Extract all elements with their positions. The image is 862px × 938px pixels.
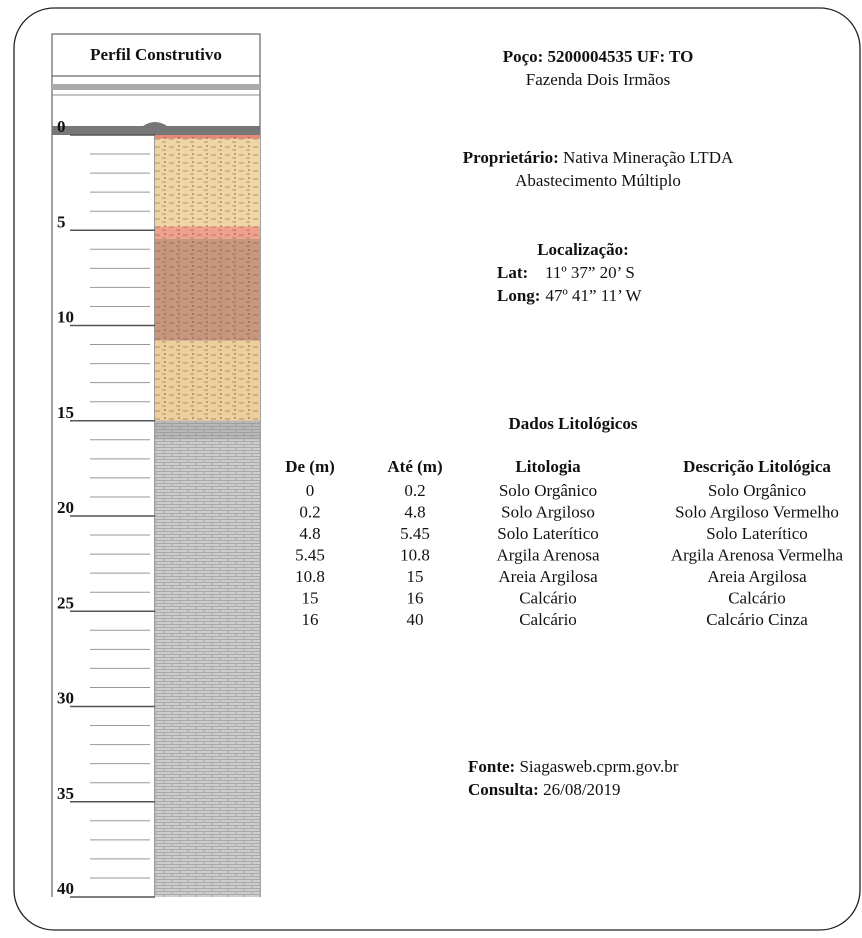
cell: 16: [302, 610, 319, 629]
lat: 11º 37” 20’ S: [545, 263, 635, 282]
info: Poço: 5200004535 UF: TO Fazenda Dois Irm…: [285, 47, 843, 799]
cell: Solo Orgânico: [499, 481, 597, 500]
cell: 10.8: [295, 567, 325, 586]
depth-label: 10: [57, 308, 74, 327]
source-label: Fonte:: [468, 757, 515, 776]
layer-texture: [155, 421, 260, 440]
owner-line: Proprietário: Nativa Mineração LTDA: [463, 148, 734, 167]
column-header: De (m): [285, 457, 335, 476]
source: Siagasweb.cprm.gov.br: [515, 757, 679, 776]
depth-label: 35: [57, 784, 74, 803]
cell: Solo Argiloso Vermelho: [675, 503, 839, 522]
date-label: Consulta:: [468, 780, 539, 799]
table-title: Dados Litológicos: [509, 414, 638, 433]
cell: 0.2: [404, 481, 425, 500]
cell: 5.45: [295, 546, 325, 565]
well-id: Poço: 5200004535 UF: TO: [503, 47, 694, 66]
cell: Argila Arenosa: [496, 546, 600, 565]
cell: Solo Argiloso: [501, 503, 595, 522]
cell: Solo Laterítico: [706, 524, 808, 543]
cell: 4.8: [404, 503, 425, 522]
column-header: Até (m): [387, 457, 442, 476]
layer-texture: [155, 135, 260, 139]
cell: 10.8: [400, 546, 430, 565]
cell: 15: [302, 589, 319, 608]
casing: [52, 84, 260, 90]
source-line: Fonte: Siagasweb.cprm.gov.br: [468, 757, 679, 776]
use: Abastecimento Múltiplo: [515, 171, 681, 190]
cell: Calcário: [519, 589, 577, 608]
cell: 16: [407, 589, 424, 608]
layer-texture: [155, 440, 260, 897]
depth-label: 20: [57, 498, 74, 517]
layer-texture: [155, 239, 260, 341]
cell: Solo Orgânico: [708, 481, 806, 500]
location-title: Localização:: [537, 240, 629, 259]
depth-label: 0: [57, 117, 66, 136]
long-label: Long:: [497, 286, 540, 305]
date: 26/08/2019: [539, 780, 621, 799]
depth-label: 40: [57, 879, 74, 898]
surface: [52, 126, 260, 135]
cell: Solo Laterítico: [497, 524, 599, 543]
cell: 0: [306, 481, 315, 500]
long: 47º 41” 11’ W: [545, 286, 642, 305]
page: Perfil Construtivo 0 5 10 15 20 25 30 35 40 Poço…: [0, 0, 862, 938]
cell: Calcário Cinza: [706, 610, 808, 629]
column-header: Descrição Litológica: [683, 457, 831, 476]
layer-texture: [155, 139, 260, 227]
lat-label: Lat:: [497, 263, 528, 282]
cell: 40: [407, 610, 424, 629]
cell: Areia Argilosa: [707, 567, 807, 586]
cell: Argila Arenosa Vermelha: [671, 546, 844, 565]
owner: Nativa Mineração LTDA: [559, 148, 734, 167]
depth-label: 25: [57, 593, 74, 612]
layer-texture: [155, 341, 260, 421]
cell: 0.2: [299, 503, 320, 522]
depth-label: 30: [57, 689, 74, 708]
cell: Calcário: [519, 610, 577, 629]
owner-label: Proprietário:: [463, 148, 559, 167]
cell: Calcário: [728, 589, 786, 608]
cell: Areia Argilosa: [498, 567, 598, 586]
farm: Fazenda Dois Irmãos: [526, 70, 670, 89]
depth-label: 15: [57, 403, 74, 422]
depth-label: 5: [57, 212, 66, 231]
date-line: Consulta: 26/08/2019: [468, 780, 621, 799]
profile: Perfil Construtivo 0 5 10 15 20 25 30 35 40: [52, 34, 260, 898]
lat-line: Lat: 11º 37” 20’ S: [497, 263, 635, 282]
cell: 15: [407, 567, 424, 586]
profile-title: Perfil Construtivo: [90, 45, 222, 64]
layer-texture: [155, 226, 260, 238]
cell: 4.8: [299, 524, 320, 543]
cap: [143, 122, 167, 126]
cell: 5.45: [400, 524, 430, 543]
long-line: Long: 47º 41” 11’ W: [497, 286, 642, 305]
column-header: Litologia: [515, 457, 581, 476]
